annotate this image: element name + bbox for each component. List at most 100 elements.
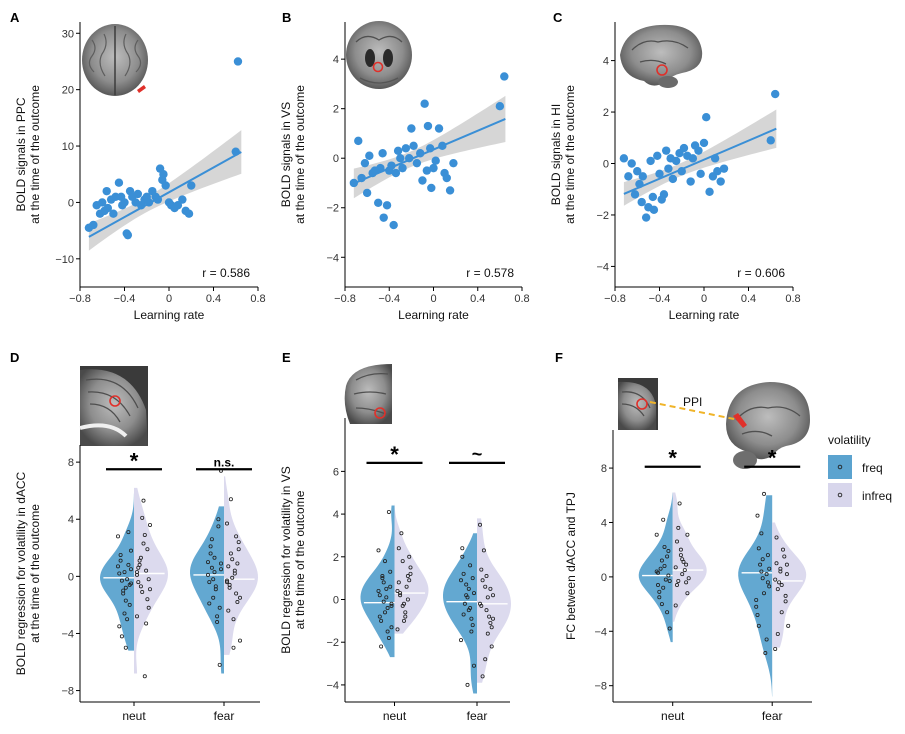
data-point [764,572,769,577]
data-point [653,151,662,160]
y-tick-label: −8 [594,681,607,693]
data-point [775,587,780,592]
data-point [464,593,469,598]
violin-infreq-fear [772,522,807,648]
data-point [408,565,413,570]
data-point [136,565,141,570]
data-point [656,583,661,588]
data-point [125,617,130,622]
data-point [666,549,671,554]
data-point [141,498,146,503]
data-point [675,583,680,588]
data-point [395,588,400,593]
y-tick-label: 4 [603,56,609,68]
x-tick-label: 0.4 [741,293,756,305]
y-tick-label: 2 [333,104,339,116]
brain-inset-vs-sagittal [343,364,393,424]
x-tick-label: −0.8 [604,293,626,305]
data-point [216,524,221,529]
data-point [122,570,127,575]
brain-inset-tpj [722,380,812,476]
data-point [762,491,767,496]
y-tick-label: 4 [68,514,74,526]
data-point [686,576,691,581]
brain-inset-hi [615,22,705,90]
data-point [119,634,124,639]
data-point [227,585,232,590]
data-point [445,186,455,195]
data-point [217,662,222,667]
data-point [385,606,390,611]
data-point [144,621,149,626]
data-point [666,573,671,578]
y-axis-label: at the time of the outcome [563,85,577,224]
correlation-label: r = 0.606 [737,266,785,280]
data-point [379,644,384,649]
data-point [408,571,413,576]
data-point [126,530,131,535]
y-tick-label: −4 [61,628,74,640]
data-point [142,532,147,537]
data-point [773,577,778,582]
data-point [405,597,410,602]
data-point [114,178,124,187]
data-point [429,163,438,173]
data-point [178,195,187,204]
data-point [468,563,473,568]
data-point [119,578,124,583]
data-point [385,629,390,634]
y-tick-label: 4 [333,54,339,66]
data-point [767,584,772,589]
y-tick-label: 8 [68,457,74,469]
panel-a: A −10 0 10 20 30 BOLD signals in PPC at the tim… [10,10,266,322]
significance-label: * [668,446,677,471]
data-point [778,566,783,571]
data-point [679,143,689,153]
data-point [116,534,121,539]
data-point [224,580,229,585]
panel-f: F −8 −4 0 4 8 FC between dACC and TPJ neut fear *… [555,350,812,723]
data-point [127,602,132,607]
data-point [405,574,410,579]
roi-marker [109,395,121,407]
violin-freq-fear [190,506,224,674]
data-point [224,521,229,526]
data-point [479,603,484,608]
data-point [661,585,666,590]
data-point [783,593,788,598]
significance-label: * [768,446,777,471]
legend-key-infreq-point [837,492,843,498]
data-point [379,213,388,222]
data-point [654,569,659,574]
data-point [389,625,394,630]
y-tick-label: 10 [62,141,74,153]
data-point [781,547,786,552]
data-point [442,173,451,183]
x-tick-label: 0 [701,293,707,305]
data-point [756,623,761,628]
significance-label: * [130,448,139,473]
violin-freq-fear [443,533,477,694]
x-tick-label: −0.4 [649,293,671,305]
data-point [98,198,107,207]
data-point [624,172,633,181]
brain-inset-dacc [79,366,148,446]
x-tick-label: fear [214,709,235,723]
panel-b: B −4 −2 0 2 4 BOLD signals in VS at the time of… [279,10,530,322]
data-point [382,610,387,615]
data-point [469,629,474,634]
data-point [688,154,698,163]
data-point [215,620,220,625]
data-point [638,172,648,181]
data-point [756,546,761,551]
data-point [759,569,764,574]
data-point [786,623,791,628]
data-point [483,657,488,662]
data-point [205,572,210,577]
x-tick-label: fear [467,709,488,723]
data-point [655,169,664,178]
regression-line [88,151,242,238]
data-point [485,595,490,600]
ppi-label: PPI [683,395,702,409]
data-point [784,562,789,567]
